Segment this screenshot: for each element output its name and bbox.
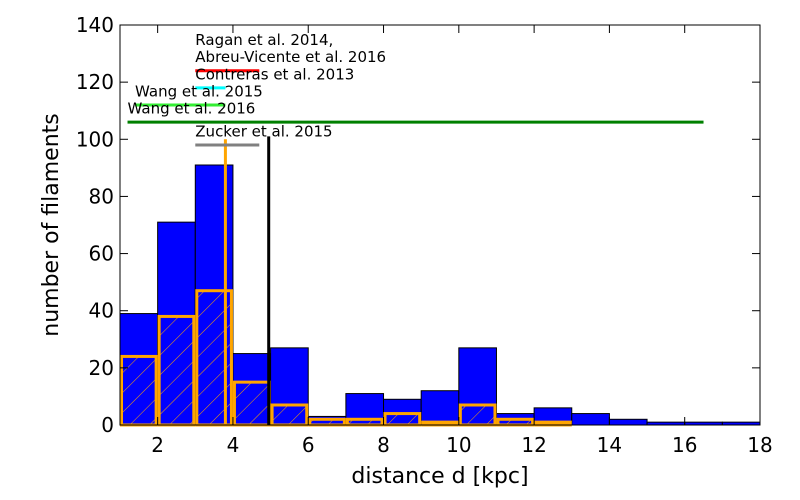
x-tick-label-6: 6 (302, 433, 315, 457)
plot-frame (119, 24, 761, 426)
orange-bar-10-11 (458, 403, 497, 427)
x-tick-label-14: 14 (597, 433, 622, 457)
orange-bar-4-5 (232, 380, 271, 427)
y-tick-label-140: 140 (76, 13, 114, 37)
x-axis-title: distance d [kpc] (351, 464, 528, 489)
orange-bar-1-2 (120, 354, 158, 427)
x-tick-label-4: 4 (227, 433, 240, 457)
orange-bar-2-3 (157, 314, 196, 427)
orange-bar-6-7 (308, 417, 346, 427)
orange-bar-5-6 (270, 403, 309, 427)
x-tick-label-10: 10 (446, 433, 471, 457)
survey-label-4: Wang et al. 2015 (135, 82, 263, 100)
survey-label-6: Zucker et al. 2015 (195, 122, 332, 140)
y-axis-title: number of filaments (39, 113, 64, 337)
blue-bar-14-15 (608, 418, 648, 426)
y-axis-ticks: 0 20 40 60 80 100 120 140 (76, 13, 760, 437)
survey-label-3: Contreras et al. 2013 (195, 65, 354, 83)
y-tick-label-80: 80 (89, 184, 114, 208)
blue-bar-13-14 (571, 413, 610, 426)
x-tick-label-18: 18 (747, 433, 772, 457)
survey-label-1: Ragan et al. 2014, (195, 31, 333, 49)
y-tick-label-40: 40 (89, 299, 114, 323)
orange-bar-11-12 (496, 417, 535, 427)
survey-label-5: Wang et al. 2016 (128, 100, 256, 118)
blue-bar-9-10 (420, 390, 460, 426)
distance-marker-lines (223, 136, 271, 425)
survey-range-annotations: Ragan et al. 2014,Abreu-Vicente et al. 2… (127, 31, 704, 147)
x-tick-label-8: 8 (377, 433, 390, 457)
orange-bar-7-8 (345, 417, 384, 427)
x-tick-label-16: 16 (672, 433, 697, 457)
y-tick-label-0: 0 (101, 413, 114, 437)
orange-bar-8-9 (383, 412, 422, 427)
survey-label-2: Abreu-Vicente et al. 2016 (195, 48, 386, 66)
y-tick-label-100: 100 (76, 127, 114, 151)
x-tick-label-12: 12 (521, 433, 546, 457)
x-axis-ticks: 2 4 6 8 10 12 14 16 18 (151, 25, 773, 457)
y-tick-label-20: 20 (89, 356, 114, 380)
y-tick-label-120: 120 (76, 70, 114, 94)
x-tick-label-2: 2 (151, 433, 164, 457)
y-tick-label-60: 60 (89, 242, 114, 266)
